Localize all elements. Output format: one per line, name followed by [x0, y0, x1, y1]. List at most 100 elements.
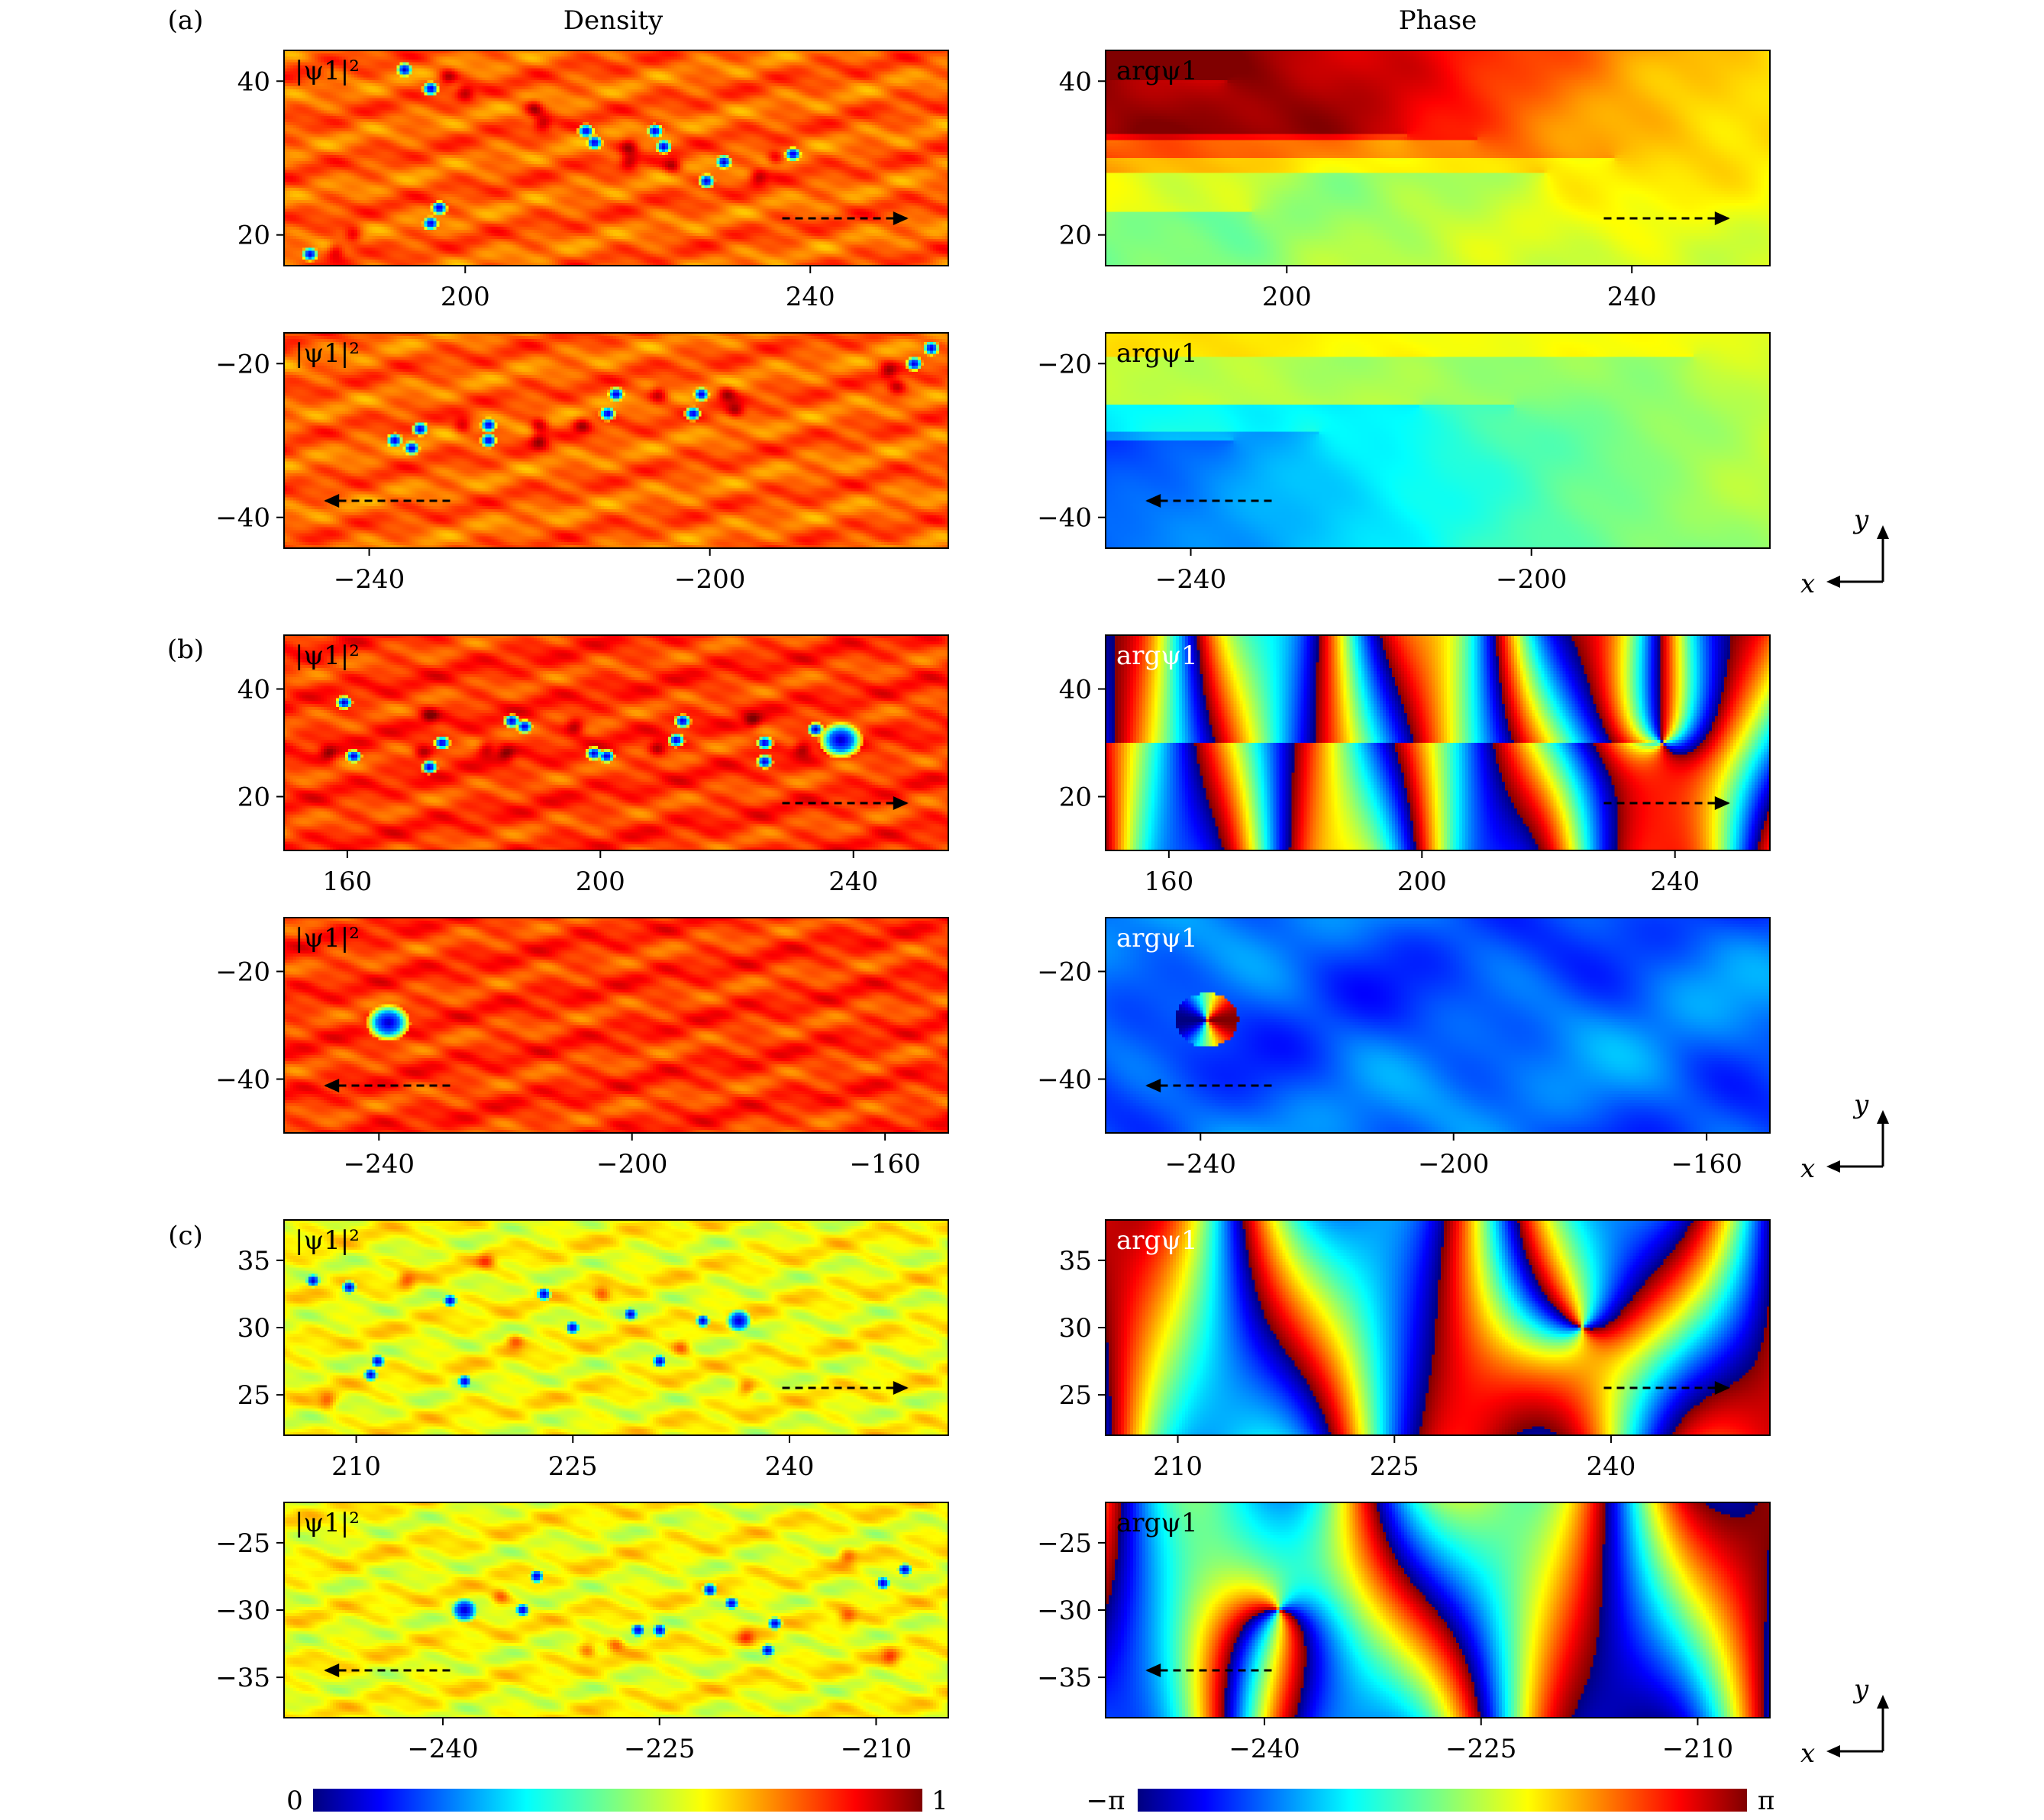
heatmap-image — [1106, 635, 1770, 850]
panel-label: argψ1 — [1116, 338, 1198, 369]
panel-label: |ψ1|² — [295, 641, 360, 671]
x-tick-label: −200 — [1496, 564, 1567, 595]
x-tick-label: 210 — [1153, 1451, 1203, 1482]
heatmap-image — [1106, 1220, 1770, 1435]
panel-a-phase-top: 200 240 20 40 argψ1 — [1059, 50, 1771, 312]
x-tick-label: −200 — [1418, 1149, 1489, 1179]
x-tick-label: −240 — [1165, 1149, 1236, 1179]
x-tick-label: −240 — [407, 1734, 478, 1764]
y-tick-label: 25 — [1059, 1380, 1092, 1411]
x-tick-label: −225 — [1445, 1734, 1516, 1764]
column-title-density: Density — [563, 5, 664, 36]
axis-indicator-y-label: y — [1852, 1089, 1869, 1120]
direction-arrow-head — [1145, 493, 1161, 508]
direction-arrow-head — [893, 795, 909, 810]
x-tick-label: 200 — [576, 866, 625, 897]
x-tick-label: 240 — [1607, 282, 1657, 312]
panel-label: argψ1 — [1116, 641, 1198, 671]
panel-b-phase-bottom: −240 −200 −160 −20 −40 argψ1 — [1037, 917, 1771, 1179]
x-tick-label: −210 — [841, 1734, 912, 1764]
panel-frame — [1105, 50, 1771, 266]
y-tick-label: 20 — [237, 783, 270, 813]
panel-c-density-top: 210 225 240 25 30 35 |ψ1|² — [237, 1219, 949, 1482]
y-tick-label: −20 — [215, 349, 270, 379]
direction-arrow-head — [1714, 211, 1730, 225]
panel-frame — [1105, 634, 1771, 851]
row-label-a: (a) — [168, 5, 204, 36]
panel-frame — [283, 917, 949, 1134]
x-tick-label: 210 — [331, 1451, 381, 1482]
axis-indicator-y-label: y — [1852, 1674, 1869, 1705]
colorbar-phase — [1138, 1789, 1747, 1812]
y-tick-label: 30 — [237, 1313, 270, 1344]
heatmap-image — [1106, 918, 1770, 1133]
x-tick-label: −200 — [674, 564, 745, 595]
y-tick-label: 20 — [237, 221, 270, 251]
direction-arrow-head — [1145, 1078, 1161, 1092]
heatmap-image — [284, 50, 948, 266]
y-tick-label: −40 — [215, 503, 270, 534]
panel-a-density-top: 200 240 20 40 |ψ1|² — [237, 50, 949, 312]
panel-label: |ψ1|² — [295, 1508, 360, 1538]
colorbar-phase-min-label: −π — [1087, 1786, 1125, 1816]
panel-label: |ψ1|² — [295, 1225, 360, 1256]
x-tick-label: −240 — [1229, 1734, 1300, 1764]
axis-indicator-x-label: x — [1800, 1154, 1815, 1184]
colorbars-group: 0 1 −π π — [286, 1786, 1774, 1816]
y-tick-label: 20 — [1059, 783, 1092, 813]
direction-arrow-head — [324, 493, 340, 508]
y-tick-label: −30 — [1037, 1596, 1092, 1626]
x-tick-label: 240 — [765, 1451, 815, 1482]
panel-c-density-bottom: −240 −225 −210 −25 −30 −35 |ψ1|² — [215, 1502, 949, 1764]
panel-frame — [1105, 332, 1771, 549]
x-tick-label: 160 — [1144, 866, 1193, 897]
panel-label: argψ1 — [1116, 1225, 1198, 1256]
y-tick-label: 25 — [237, 1380, 270, 1411]
x-tick-label: 240 — [786, 282, 835, 312]
direction-arrow-head — [324, 1663, 340, 1677]
panel-b-density-bottom: −240 −200 −160 −20 −40 |ψ1|² — [215, 917, 949, 1179]
heatmap-image — [284, 1220, 948, 1435]
y-tick-label: −35 — [215, 1663, 270, 1693]
panel-frame — [283, 50, 949, 266]
heatmap-image — [284, 1502, 948, 1718]
panel-label: argψ1 — [1116, 56, 1198, 86]
x-tick-label: 240 — [1587, 1451, 1636, 1482]
colorbar-density-max-label: 1 — [932, 1786, 948, 1816]
y-tick-label: −30 — [215, 1596, 270, 1626]
x-tick-label: 240 — [828, 866, 878, 897]
x-tick-label: 160 — [322, 866, 372, 897]
x-tick-label: 200 — [1262, 282, 1312, 312]
x-tick-label: 225 — [1370, 1451, 1419, 1482]
direction-arrow-head — [324, 1078, 340, 1092]
y-tick-label: −40 — [1037, 503, 1092, 534]
y-tick-label: 30 — [1059, 1313, 1092, 1344]
y-tick-label: 40 — [237, 66, 270, 97]
y-tick-label: −40 — [1037, 1065, 1092, 1096]
axis-indicator-0: xy — [1800, 505, 1889, 599]
axis-indicator-1: xy — [1800, 1089, 1889, 1184]
x-tick-label: −160 — [849, 1149, 920, 1179]
axis-indicator-x-label: x — [1800, 569, 1815, 599]
y-tick-label: 40 — [1059, 66, 1092, 97]
heatmap-image — [1106, 1502, 1770, 1718]
y-tick-label: −20 — [215, 957, 270, 988]
x-tick-label: 240 — [1650, 866, 1700, 897]
direction-arrow-head — [1714, 795, 1730, 810]
panel-label: |ψ1|² — [295, 56, 360, 86]
row-label-c: (c) — [168, 1221, 203, 1251]
y-tick-label: −20 — [1037, 349, 1092, 379]
panel-frame — [1105, 917, 1771, 1134]
row-label-b: (b) — [167, 634, 204, 665]
x-tick-label: −240 — [344, 1149, 415, 1179]
panel-c-phase-bottom: −240 −225 −210 −25 −30 −35 argψ1 — [1037, 1502, 1771, 1764]
panel-label: |ψ1|² — [295, 923, 360, 954]
panel-a-density-bottom: −240 −200 −20 −40 |ψ1|² — [215, 332, 949, 595]
titles-group: Density Phase (a) (b) (c) — [167, 5, 1477, 1251]
x-tick-label: −200 — [596, 1149, 667, 1179]
panel-c-phase-top: 210 225 240 25 30 35 argψ1 — [1059, 1219, 1771, 1482]
heatmap-image — [284, 333, 948, 548]
direction-arrow-head — [1145, 1663, 1161, 1677]
